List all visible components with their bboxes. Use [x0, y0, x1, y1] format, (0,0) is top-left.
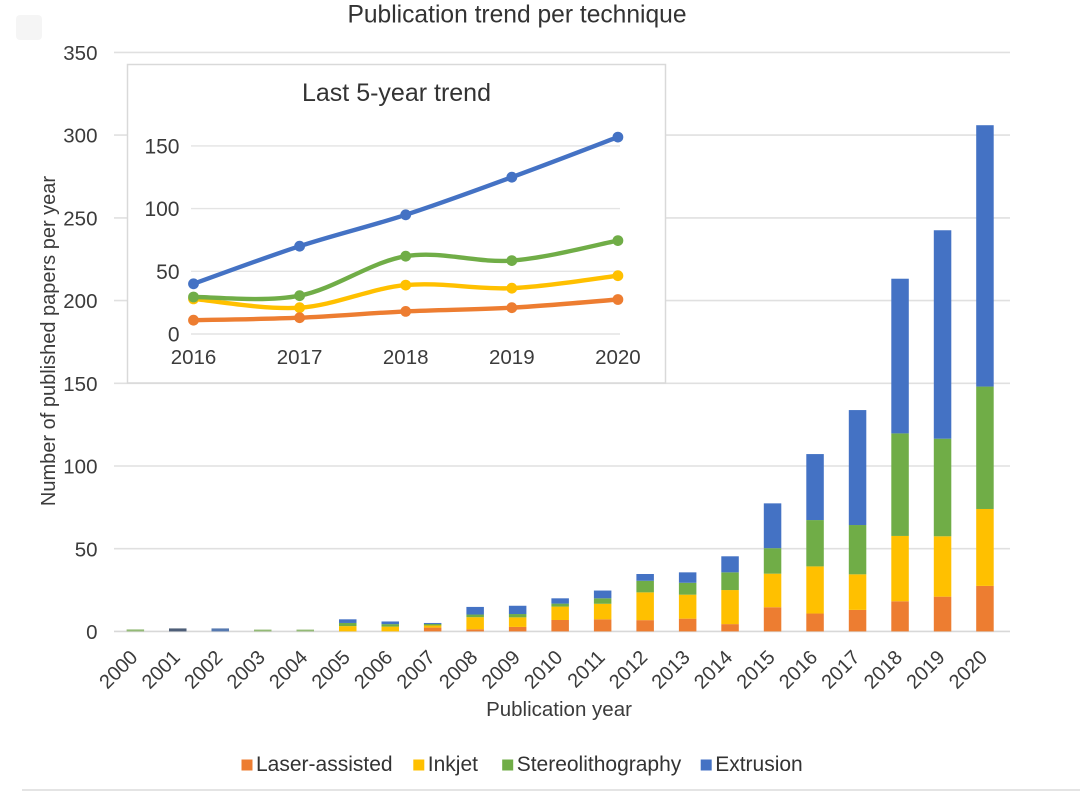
- svg-text:2018: 2018: [383, 346, 429, 369]
- svg-text:2017: 2017: [277, 346, 323, 369]
- svg-text:2016: 2016: [171, 346, 217, 369]
- svg-text:2019: 2019: [489, 346, 535, 369]
- svg-text:100: 100: [144, 198, 179, 221]
- svg-text:300: 300: [63, 125, 97, 148]
- svg-text:250: 250: [63, 208, 97, 231]
- svg-text:2020: 2020: [595, 346, 641, 369]
- svg-text:50: 50: [156, 261, 179, 284]
- svg-text:Number of published papers per: Number of published papers per year: [38, 176, 60, 507]
- svg-text:Laser-assisted: Laser-assisted: [256, 753, 393, 776]
- svg-text:150: 150: [144, 135, 179, 158]
- svg-text:200: 200: [63, 290, 97, 313]
- svg-text:100: 100: [63, 456, 97, 479]
- svg-text:50: 50: [75, 538, 98, 561]
- svg-text:Stereolithography: Stereolithography: [517, 753, 682, 776]
- svg-text:Publication year: Publication year: [486, 698, 632, 721]
- svg-text:Extrusion: Extrusion: [715, 753, 803, 776]
- svg-text:Last 5-year trend: Last 5-year trend: [302, 79, 491, 107]
- svg-text:350: 350: [63, 42, 97, 65]
- svg-text:Publication trend per techniqu: Publication trend per technique: [347, 2, 686, 29]
- svg-text:150: 150: [63, 373, 97, 396]
- svg-text:Inkjet: Inkjet: [428, 753, 478, 776]
- svg-text:0: 0: [86, 621, 97, 644]
- svg-text:0: 0: [168, 324, 180, 347]
